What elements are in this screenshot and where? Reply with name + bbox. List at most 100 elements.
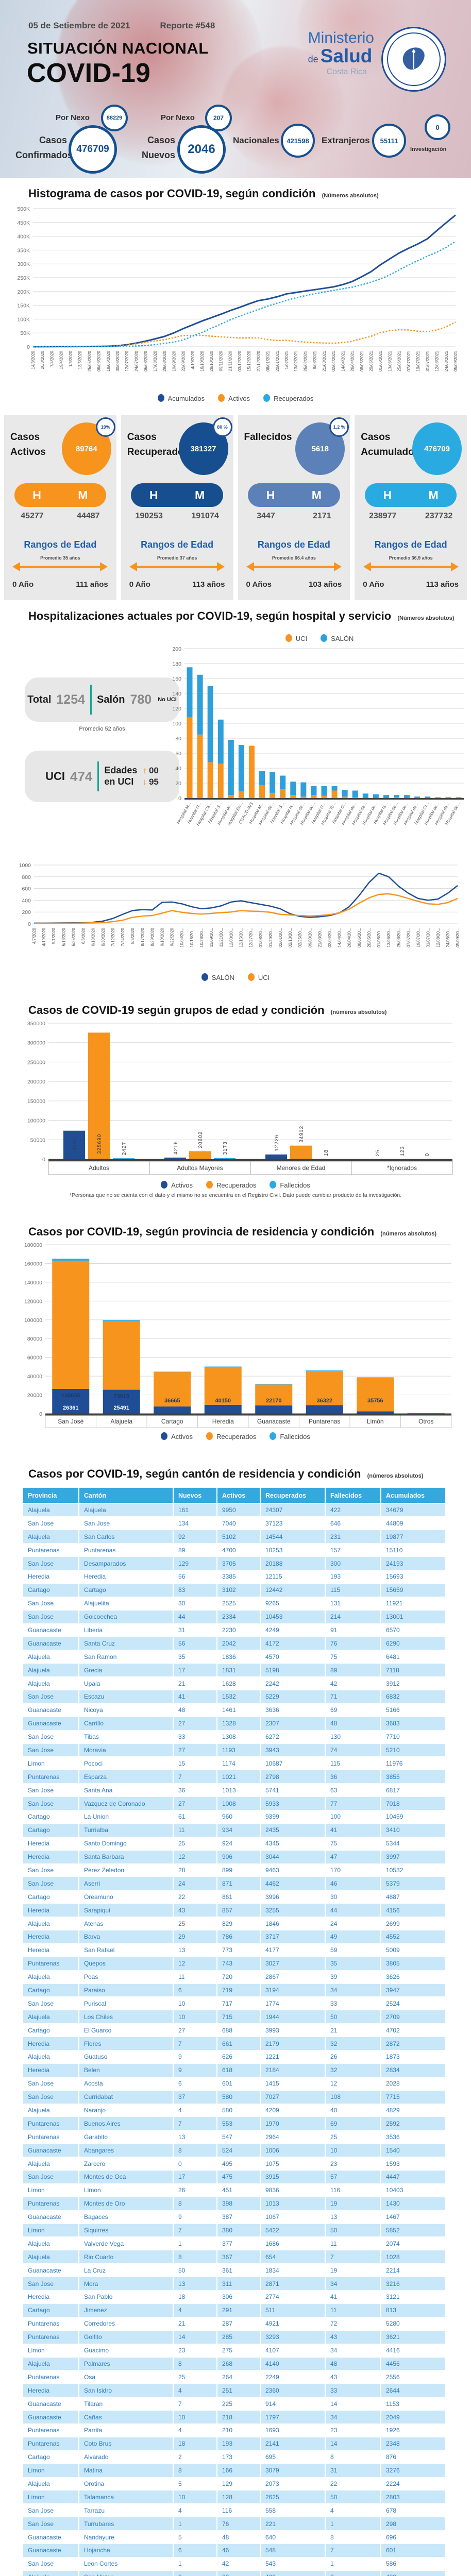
svg-text:01/08/20...: 01/08/20... — [259, 928, 263, 947]
svg-text:250000: 250000 — [27, 1059, 45, 1065]
legend-item: Activos — [161, 1181, 193, 1189]
svg-text:02/04/2021: 02/04/2021 — [331, 350, 336, 371]
svg-text:25/06/20...: 25/06/20... — [396, 928, 401, 947]
svg-text:28/10/2020: 28/10/2020 — [209, 350, 214, 371]
arrow-up-icon: ↑ — [142, 766, 147, 775]
svg-text:21/03/20...: 21/03/20... — [317, 928, 322, 947]
table-row: Cartago Alvarado 2 173 695 8 876 — [23, 2450, 446, 2464]
uci-box: UCI 474 Edades en UCI ↑ 00 ↓ 95 — [25, 751, 179, 802]
svg-text:09/11/2020: 09/11/2020 — [218, 350, 223, 371]
svg-text:Guanacaste: Guanacaste — [257, 1418, 291, 1425]
table-row: Limon Matina 8 166 3079 31 3276 — [23, 2464, 446, 2478]
casos-nuevos-value: 2046 — [177, 125, 226, 174]
column-header: Fallecidos — [325, 1488, 381, 1504]
svg-text:05/09/2021: 05/09/2021 — [453, 350, 458, 371]
svg-text:01/06/2021: 01/06/2021 — [378, 350, 383, 371]
svg-text:140000: 140000 — [24, 1280, 42, 1286]
table-row: Cartago El Guarco 27 688 3993 21 4702 — [23, 2023, 446, 2038]
legend-dot-icon — [206, 1181, 213, 1189]
svg-text:19/07/20...: 19/07/20... — [416, 928, 421, 947]
svg-text:12/08/20...: 12/08/20... — [436, 928, 441, 947]
svg-text:24/07/2020: 24/07/2020 — [134, 350, 139, 371]
table-row: Puntarenas Golfito 14 285 3293 43 3621 — [23, 2330, 446, 2344]
svg-text:123: 123 — [400, 1146, 406, 1156]
svg-text:05/08/2020: 05/08/2020 — [144, 350, 148, 371]
svg-text:19/4/2020: 19/4/2020 — [59, 350, 64, 369]
svg-text:300K: 300K — [17, 261, 30, 267]
table-row: Guanacaste Bagaces 9 387 1067 13 1467 — [23, 2210, 446, 2224]
svg-text:26/04/20...: 26/04/20... — [347, 928, 352, 947]
table-row: San Jose Moravia 27 1193 3943 74 5210 — [23, 1743, 446, 1757]
svg-text:10/16/20...: 10/16/20... — [190, 928, 194, 947]
por-nexo-nuevos-label: Por Nexo — [161, 113, 195, 122]
legend-dot-icon — [218, 394, 225, 402]
table-row: Alajuela Poas 11 720 2867 39 3626 — [23, 1970, 446, 1984]
report-number: Reporte #548 — [160, 21, 215, 30]
svg-text:Cartago: Cartago — [161, 1418, 183, 1425]
svg-text:180000: 180000 — [24, 1242, 42, 1248]
svg-text:1000: 1000 — [19, 862, 31, 869]
section-title: Hospitalizaciones actuales por COVID-19,… — [28, 609, 455, 622]
svg-text:140: 140 — [172, 691, 181, 697]
svg-text:20/05/2021: 20/05/2021 — [369, 350, 374, 371]
provincia-legend: Activos Recuperados Fallecidos — [0, 1432, 471, 1440]
table-row: Guanacaste Nicoya 48 1461 3636 69 5166 — [23, 1703, 446, 1717]
svg-text:7/12/2020: 7/12/2020 — [111, 927, 115, 946]
svg-text:10/28/20...: 10/28/20... — [199, 928, 204, 947]
svg-text:1/02/2021: 1/02/2021 — [284, 350, 289, 369]
table-row: Limon Guacimo 23 275 4107 34 4416 — [23, 2344, 446, 2358]
svg-text:2427: 2427 — [122, 1142, 127, 1155]
extranjeros-label: Extranjeros — [322, 135, 370, 145]
table-row: Guanacaste Hojancha 6 46 548 7 601 — [23, 2544, 446, 2557]
svg-text:25/05/2020: 25/05/2020 — [87, 350, 92, 371]
investigacion-value: 0 — [425, 114, 450, 140]
svg-text:13/02/2021: 13/02/2021 — [294, 350, 298, 371]
svg-text:12/08/2021: 12/08/2021 — [435, 350, 440, 371]
edad-legend: Activos Recuperados Fallecidos — [0, 1181, 471, 1189]
svg-text:36665: 36665 — [164, 1398, 180, 1404]
svg-text:73297: 73297 — [72, 1137, 78, 1154]
table-row: San Jose Santa Ana 36 1013 5741 63 6817 — [23, 1783, 446, 1798]
svg-text:0: 0 — [42, 1157, 45, 1163]
svg-text:20/01/2021: 20/01/2021 — [275, 350, 280, 371]
svg-text:*Ignorados: *Ignorados — [387, 1164, 417, 1172]
svg-text:36322: 36322 — [316, 1398, 332, 1404]
svg-text:50K: 50K — [20, 330, 30, 336]
fallecidos-total: 5618 — [295, 422, 345, 475]
svg-text:24/08/2021: 24/08/2021 — [444, 350, 449, 371]
svg-text:80: 80 — [175, 736, 181, 742]
table-row: San Jose San Jose 134 7040 37123 646 44809 — [23, 1516, 446, 1531]
table-row: Heredia Santo Domingo 25 924 4345 75 5344 — [23, 1837, 446, 1851]
svg-text:20602: 20602 — [198, 1131, 204, 1148]
legend-dot-icon — [247, 973, 255, 981]
table-row: Alajuela San Carlos 92 5102 14544 231 19877 — [23, 1530, 446, 1544]
table-row: Alajuela Orotina 5 129 2073 22 2224 — [23, 2477, 446, 2491]
svg-text:14/04/20...: 14/04/20... — [338, 928, 342, 947]
svg-text:40000: 40000 — [27, 1374, 42, 1380]
svg-text:19/07/2021: 19/07/2021 — [416, 350, 420, 371]
svg-text:11/21/20...: 11/21/20... — [219, 928, 224, 947]
table-row: Puntarenas Puntarenas 89 4700 10253 157 15110 — [23, 1543, 446, 1557]
svg-text:13/06/2021: 13/06/2021 — [388, 350, 392, 371]
svg-text:160000: 160000 — [24, 1261, 42, 1267]
table-row: Puntarenas Corredores 21 287 4921 72 5280 — [23, 2317, 446, 2331]
casos-confirmados-label: Casos Confirmados — [15, 135, 73, 160]
arrow-down-icon: ↓ — [142, 777, 147, 787]
table-row: Guanacaste Cañas 10 218 1797 34 2049 — [23, 2410, 446, 2424]
svg-text:8/29/2020: 8/29/2020 — [150, 927, 155, 946]
svg-text:8/17/2020: 8/17/2020 — [140, 927, 145, 946]
svg-text:160: 160 — [172, 676, 181, 682]
percent-badge: 19% — [95, 417, 115, 437]
table-header-row: Provincia Cantón Nuevos Activos Recuperados F… — [23, 1488, 446, 1504]
edad-chart: 0 50000 100000 150000 200000 250000 300000 3500… — [27, 1021, 453, 1175]
table-row: Heredia San Isidro 4 251 2360 33 2644 — [23, 2383, 446, 2398]
table-row: Alajuela Valverde Vega 1 377 1686 11 2074 — [23, 2236, 446, 2251]
svg-text:9/03/2021: 9/03/2021 — [313, 350, 317, 369]
header-banner: 05 de Setiembre de 2021 Reporte #548 SIT… — [0, 0, 471, 178]
casos-confirmados-value: 476709 — [69, 125, 117, 174]
table-row: Heredia Belen 9 618 2184 32 2834 — [23, 2063, 446, 2077]
svg-text:3173: 3173 — [223, 1141, 228, 1155]
